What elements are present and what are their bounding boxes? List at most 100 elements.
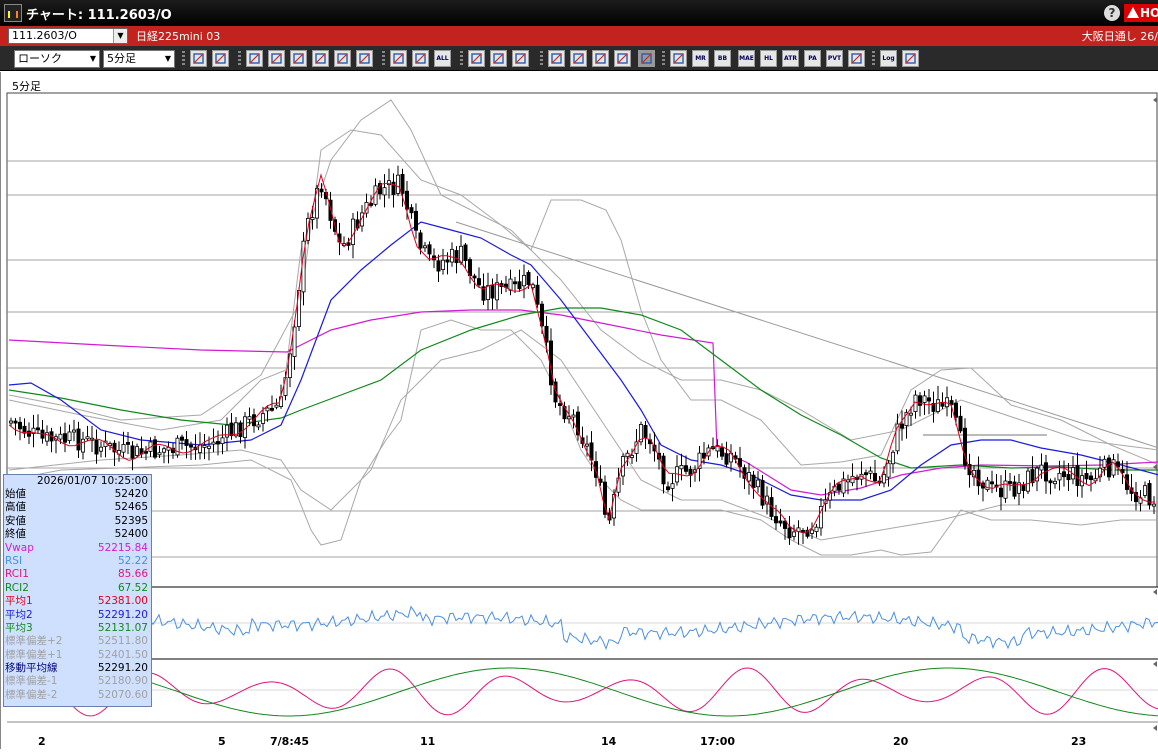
toolbar-separator: [382, 51, 385, 66]
info-row: 平均2 52291.20: [4, 609, 151, 622]
candle-body: [404, 190, 409, 210]
import-icon[interactable]: [548, 50, 565, 67]
info-value: 52465: [114, 501, 148, 514]
candle-body: [364, 202, 369, 214]
candle-body: [211, 441, 216, 445]
scroll-arrow-icon: [1153, 97, 1157, 103]
candle-body: [936, 399, 941, 412]
candle-body: [274, 404, 279, 408]
candle-body: [413, 210, 418, 231]
candle-body: [990, 481, 995, 485]
candle-body: [1035, 467, 1040, 482]
disabled-icon[interactable]: [638, 50, 655, 67]
candle-body: [395, 174, 400, 194]
delete-icon[interactable]: [614, 50, 631, 67]
bar-width-wide-icon[interactable]: [412, 50, 429, 67]
chevron-down-icon[interactable]: ▼: [113, 28, 127, 43]
color-icon[interactable]: [512, 50, 529, 67]
exit-icon[interactable]: [902, 50, 919, 67]
candle-body: [17, 421, 22, 430]
candle-body: [724, 453, 729, 465]
candle-body: [386, 180, 391, 186]
window-title: チャート: 111.2603/O: [26, 7, 172, 23]
draw-line-icon[interactable]: [246, 50, 263, 67]
candle-body: [202, 445, 207, 448]
ma-icon[interactable]: [670, 50, 687, 67]
candle-body: [702, 452, 707, 459]
hl-icon[interactable]: HL: [760, 50, 777, 67]
info-label: 高値: [5, 501, 26, 514]
mae-icon[interactable]: MAE: [738, 50, 755, 67]
candle-body: [269, 407, 274, 411]
price-chart[interactable]: [1, 72, 1158, 749]
candle-body: [76, 428, 81, 451]
candle-body: [540, 303, 545, 327]
candle-body: [850, 475, 855, 484]
toolbar-separator: [182, 51, 185, 66]
symbol-code: 111.2603/O: [12, 29, 77, 42]
log-icon[interactable]: Log: [880, 50, 897, 67]
candle-body: [814, 526, 819, 532]
chart-app-icon: [4, 4, 22, 22]
pa-icon[interactable]: PA: [804, 50, 821, 67]
wrench-icon[interactable]: [490, 50, 507, 67]
cursor-icon[interactable]: [290, 50, 307, 67]
text-icon[interactable]: [334, 50, 351, 67]
candle-body: [517, 281, 522, 290]
pvt-icon[interactable]: PVT: [826, 50, 843, 67]
symbol-select[interactable]: 111.2603/O ▼: [8, 27, 128, 44]
candle-body: [1066, 473, 1071, 481]
settings-icon[interactable]: [468, 50, 485, 67]
x-axis-label: 5: [218, 735, 226, 748]
chart-type-select[interactable]: ローソク ▼: [14, 50, 100, 68]
info-label: 移動平均線: [5, 662, 58, 675]
interval-label: 5分足: [12, 80, 41, 93]
candle-body: [535, 284, 540, 305]
info-row: 始値 52420: [4, 488, 151, 501]
candle-body: [868, 470, 873, 474]
compare-icon[interactable]: [592, 50, 609, 67]
chart-area[interactable]: [0, 72, 1158, 749]
scale-icon[interactable]: [212, 50, 229, 67]
candle-body: [670, 483, 675, 489]
candle-body: [188, 444, 193, 448]
rci1-line: [8, 667, 1158, 717]
candle-body: [738, 458, 743, 467]
bb-icon[interactable]: BB: [714, 50, 731, 67]
search-icon[interactable]: [570, 50, 587, 67]
undo-icon[interactable]: [312, 50, 329, 67]
candle-body: [256, 424, 261, 428]
atr-icon[interactable]: ATR: [782, 50, 799, 67]
candle-body: [1026, 470, 1031, 492]
candle-body: [161, 448, 166, 453]
candle-body: [81, 438, 86, 453]
candle-body: [454, 250, 459, 264]
info-value: 52.22: [117, 554, 148, 567]
fibonacci-icon[interactable]: [268, 50, 285, 67]
candle-body: [778, 520, 783, 524]
info-label: RSI: [5, 554, 23, 567]
ma1-line: [8, 173, 1156, 533]
candle-body: [422, 245, 427, 249]
candle-body: [126, 442, 131, 445]
mr-icon[interactable]: MR: [692, 50, 709, 67]
candle-body: [490, 284, 495, 299]
info-label: 標準偏差+1: [5, 648, 63, 661]
candle-body: [1134, 492, 1139, 503]
candle-body: [1039, 464, 1044, 471]
square-icon[interactable]: [848, 50, 865, 67]
candle-body: [625, 452, 630, 458]
bollinger-band: [8, 329, 1158, 541]
all-icon[interactable]: ALL: [434, 50, 451, 67]
info-label: 終値: [5, 528, 26, 541]
bar-width-narrow-icon[interactable]: [390, 50, 407, 67]
trash-icon[interactable]: [356, 50, 373, 67]
hot-button[interactable]: HO: [1124, 4, 1158, 22]
zoom-icon[interactable]: [190, 50, 207, 67]
interval-select[interactable]: 5分足 ▼: [103, 50, 175, 68]
info-row: 高値 52465: [4, 501, 151, 514]
candle-body: [175, 437, 180, 456]
candle-body: [206, 445, 211, 449]
chart-type-value: ローソク: [18, 52, 62, 65]
help-button[interactable]: ?: [1104, 5, 1120, 21]
